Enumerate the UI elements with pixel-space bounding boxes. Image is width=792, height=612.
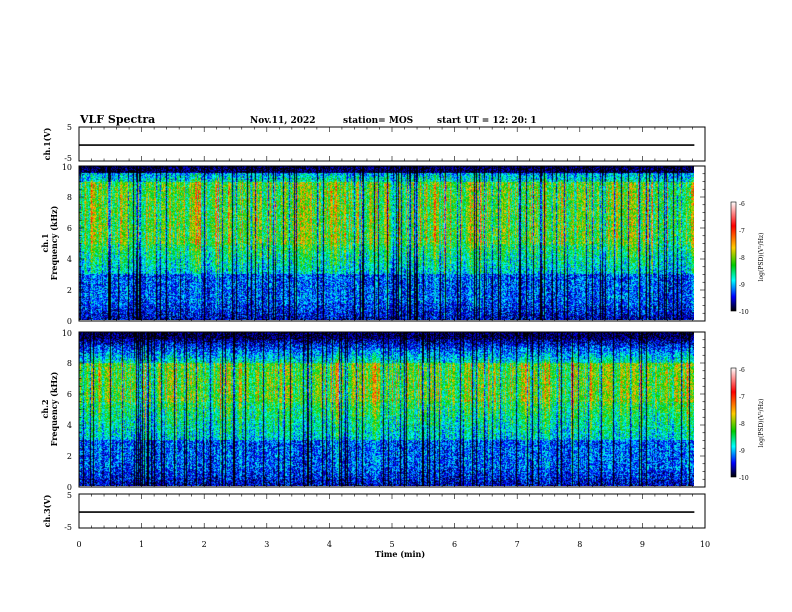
ch1-ytick-bottom: -5 <box>64 154 72 163</box>
ch2-freq-tick-4: 4 <box>67 421 72 430</box>
time-axis-tick-label-6: 6 <box>452 540 457 549</box>
ch3-waveform-panel: 5 -5 ch.3(V) <box>42 491 706 532</box>
ch2-spectrogram-image <box>79 332 694 486</box>
ch1-freq-tick-8: 8 <box>67 193 72 202</box>
spectrogram-raster <box>79 166 694 320</box>
ch1-freq-tick-4: 4 <box>67 255 72 264</box>
ch2-cb-tick-6: -6 <box>739 367 745 374</box>
time-axis-tick-label-2: 2 <box>202 540 207 549</box>
ch1-colorbar-gradient <box>730 201 737 312</box>
ch2-cb-tick-9: -9 <box>739 448 745 455</box>
ch3-waveform-ticks <box>78 494 706 528</box>
ch1-spectrogram-ticks <box>78 165 706 322</box>
ch2-spectrogram-ticks <box>78 331 706 488</box>
time-axis-tick-label-5: 5 <box>389 540 394 549</box>
ch1-waveform-ylabel: ch.1(V) <box>42 127 52 160</box>
time-axis-label: Time (min) <box>375 549 425 559</box>
time-axis-tick-label-0: 0 <box>76 540 81 549</box>
time-axis-tick-label-4: 4 <box>327 540 332 549</box>
ch2-spectrogram-ylabel: Frequency (kHz) <box>49 371 59 446</box>
station-label: station= MOS <box>343 116 413 126</box>
ch1-cb-tick-9: -9 <box>739 282 745 289</box>
ch3-waveform-ylabel: ch.3(V) <box>42 494 52 527</box>
time-axis-tick-label-10: 10 <box>700 540 710 549</box>
ch1-spectrogram-label-channel: ch.1 <box>40 233 50 252</box>
time-axis-tick-label-3: 3 <box>264 540 269 549</box>
ch2-colorbar: -6 -7 -8 -9 -10 log(PSD)(V²/Hz) <box>730 367 765 482</box>
ch2-freq-tick-10: 10 <box>62 329 72 338</box>
ch2-colorbar-label: log(PSD)(V²/Hz) <box>758 399 765 448</box>
ch1-freq-tick-10: 10 <box>62 163 72 172</box>
ch2-cb-tick-7: -7 <box>739 394 745 401</box>
ch2-cb-tick-8: -8 <box>739 421 745 428</box>
ch1-colorbar-label: log(PSD)(V²/Hz) <box>758 233 765 282</box>
ch1-waveform-panel: 5 -5 ch.1(V) <box>42 123 706 163</box>
time-axis-tick-label-1: 1 <box>139 540 144 549</box>
ch1-ytick-top: 5 <box>67 123 72 132</box>
ch1-spectrogram-ylabel: Frequency (kHz) <box>49 205 59 280</box>
ch1-cb-tick-8: -8 <box>739 255 745 262</box>
ch1-cb-tick-7: -7 <box>739 228 745 235</box>
ch1-cb-tick-6: -6 <box>739 201 745 208</box>
time-axis-tick-labels: 0 1 2 3 4 5 6 7 8 9 10 <box>76 540 710 549</box>
spectrogram-raster <box>79 332 694 486</box>
ch1-freq-tick-0: 0 <box>67 317 72 326</box>
ch1-waveform-ticks <box>78 127 706 161</box>
ch2-freq-tick-2: 2 <box>67 452 72 461</box>
ch3-ytick-bottom: -5 <box>64 523 72 532</box>
ch2-freq-tick-6: 6 <box>67 390 72 399</box>
ch3-waveform-frame <box>78 493 706 529</box>
time-axis-tick-label-7: 7 <box>515 540 520 549</box>
figure-title: VLF Spectra <box>79 113 155 126</box>
time-axis-tick-label-9: 9 <box>640 540 645 549</box>
ch2-spectrogram-panel: 0 2 4 6 8 10 ch.2 Frequency (kHz) <box>40 329 706 492</box>
ch1-freq-tick-6: 6 <box>67 224 72 233</box>
ch1-colorbar: -6 -7 -8 -9 -10 log(PSD)(V²/Hz) <box>730 201 765 316</box>
ch1-cb-tick-10: -10 <box>739 309 749 316</box>
ch2-freq-tick-0: 0 <box>67 483 72 492</box>
ch1-spectrogram-panel: 0 2 4 6 8 10 ch.1 Frequency (kHz) <box>40 163 706 326</box>
ch2-spectrogram-label-channel: ch.2 <box>40 399 50 418</box>
ch1-waveform-frame <box>78 126 706 162</box>
ch1-spectrogram-image <box>79 166 694 320</box>
ch1-freq-tick-2: 2 <box>67 286 72 295</box>
start-time-label: start UT = 12: 20: 1 <box>437 116 537 126</box>
time-axis-tick-label-8: 8 <box>577 540 582 549</box>
date-label: Nov.11, 2022 <box>250 116 316 126</box>
ch2-freq-tick-8: 8 <box>67 359 72 368</box>
ch3-ytick-top: 5 <box>67 491 72 500</box>
ch2-colorbar-gradient <box>730 367 737 478</box>
ch2-cb-tick-10: -10 <box>739 475 749 482</box>
